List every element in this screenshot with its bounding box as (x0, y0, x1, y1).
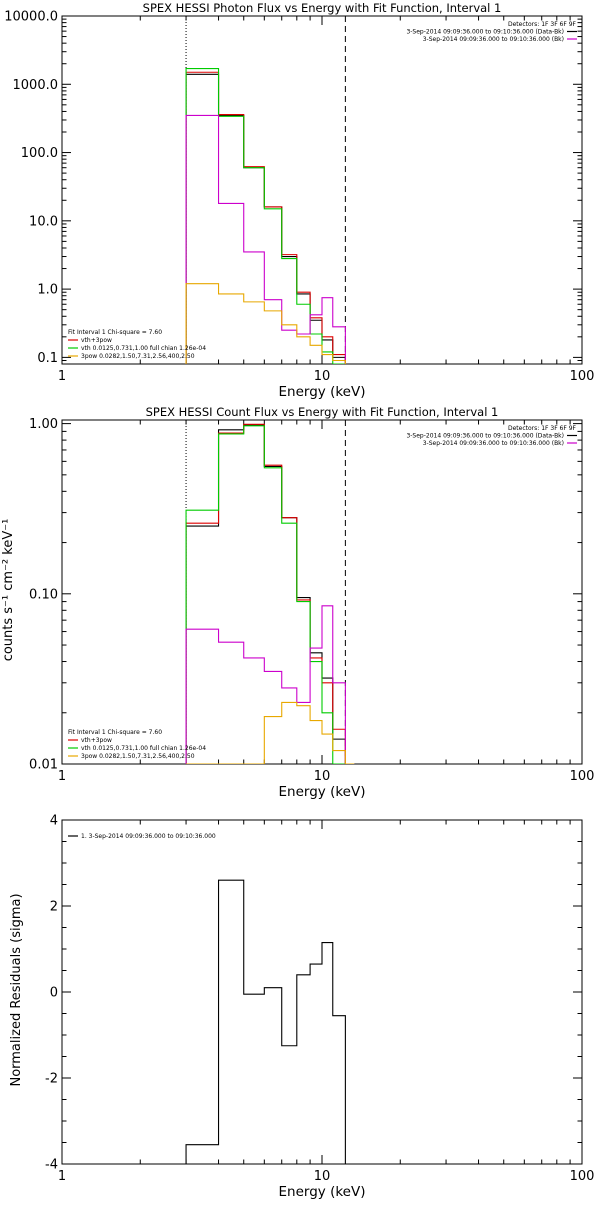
x-tick-label: 10 (314, 1169, 331, 1184)
x-tick-label: 100 (570, 369, 595, 384)
x-axis-label: Energy (keV) (279, 1184, 366, 1200)
y-tick-label: 10.0 (29, 214, 58, 229)
legend-text: vth+3pow (81, 737, 112, 744)
y-tick-label: 0.10 (29, 587, 58, 602)
series-line-0 (185, 879, 346, 1164)
legend-text: vth 0.0125,0.731,1.00 full chian 1.26e-0… (81, 745, 206, 752)
y-tick-label: 4 (50, 814, 58, 829)
y-axis-label: Normalized Residuals (sigma) (9, 893, 24, 1086)
y-tick-label: -4 (45, 1158, 58, 1173)
y-tick-label: 100.0 (21, 146, 58, 161)
series-line-2 (185, 425, 355, 764)
chart-photon: SPEX HESSI Photon Flux vs Energy with Fi… (4, 1, 594, 400)
series-group (185, 67, 346, 364)
plot-frame (61, 819, 583, 1165)
info-text: 3-Sep-2014 09:09:36.000 to 09:10:36.000 … (423, 440, 564, 447)
x-tick-label: 10 (314, 769, 331, 784)
y-tick-label: -2 (45, 1072, 58, 1087)
series-group (185, 423, 355, 764)
legend-text: vth 0.0125,0.731,1.00 full chian 1.26e-0… (81, 345, 206, 352)
chart-title: SPEX HESSI Count Flux vs Energy with Fit… (146, 405, 499, 419)
info-text: 3-Sep-2014 09:09:36.000 to 09:10:36.000 … (423, 36, 564, 43)
y-tick-label: 0.01 (29, 758, 58, 773)
series-line-1 (185, 71, 346, 364)
series-line-4 (186, 701, 355, 764)
series-line-3 (185, 605, 355, 764)
info-text: Detectors: 1F 3F 6F 9F (508, 425, 577, 432)
legend-text: Fit Interval 1 Chi-square = 7.60 (68, 329, 162, 336)
legend-text: 3pow 0.0282,1.50,7.31,2.56,400,2.50 (81, 353, 195, 360)
y-tick-label: 10000.0 (4, 10, 58, 25)
legend-text: 3pow 0.0282,1.50,7.31,2.56,400,2.50 (81, 753, 195, 760)
chart-count: SPEX HESSI Count Flux vs Energy with Fit… (1, 405, 594, 800)
y-tick-label: 1.00 (29, 417, 58, 432)
series-line-3 (185, 114, 346, 364)
legend-text: Fit Interval 1 Chi-square = 7.60 (68, 729, 162, 736)
x-tick-label: 100 (570, 1169, 595, 1184)
y-tick-label: 2 (50, 900, 58, 915)
series-group (185, 879, 346, 1164)
series-line-0 (185, 73, 346, 364)
x-tick-label: 1 (58, 1169, 66, 1184)
x-axis-label: Energy (keV) (279, 384, 366, 400)
x-tick-label: 10 (314, 369, 331, 384)
x-tick-label: 1 (58, 369, 66, 384)
y-tick-label: 0 (50, 986, 58, 1001)
y-tick-label: 1000.0 (13, 78, 59, 93)
y-tick-label: 0.1 (37, 351, 58, 366)
x-axis-label: Energy (keV) (279, 784, 366, 800)
info-text: Detectors: 1F 3F 6F 9F (508, 21, 577, 28)
x-tick-label: 1 (58, 769, 66, 784)
info-text: 3-Sep-2014 09:09:36.000 to 09:10:36.000 … (406, 29, 564, 36)
y-tick-label: 1.0 (37, 283, 58, 298)
x-tick-label: 100 (570, 769, 595, 784)
legend-text: 1. 3-Sep-2014 09:09:36.000 to 09:10:36.0… (81, 833, 216, 840)
series-line-4 (185, 283, 346, 364)
chart-title: SPEX HESSI Photon Flux vs Energy with Fi… (143, 1, 502, 15)
y-axis-label: counts s⁻¹ cm⁻² keV⁻¹ (1, 519, 16, 662)
info-text: 3-Sep-2014 09:09:36.000 to 09:10:36.000 … (406, 433, 564, 440)
chart-resid: 1 10 100 -4 -2 0 2 4 Energy (keV) Normalized Resi… (9, 814, 594, 1201)
legend-text: vth+3pow (81, 337, 112, 344)
